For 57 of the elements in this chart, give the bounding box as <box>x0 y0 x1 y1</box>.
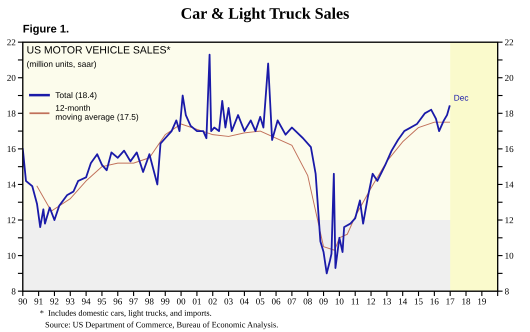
x-tick-label: 13 <box>383 298 392 304</box>
x-tick-label: 17 <box>446 298 454 304</box>
x-tick-label: 00 <box>176 298 186 304</box>
x-tick-label: 19 <box>478 298 486 304</box>
y2-tick-label: 22 <box>505 39 514 46</box>
y-tick-label: 14 <box>8 182 16 188</box>
x-tick-label: 15 <box>414 298 423 304</box>
y2-tick-label: 14 <box>505 182 514 188</box>
y-tick-label: 16 <box>8 146 16 152</box>
x-tick-label: 90 <box>18 298 27 304</box>
x-tick-label: 05 <box>256 298 264 304</box>
y2-tick-label: 16 <box>505 146 514 152</box>
x-tick-label: 99 <box>161 298 170 304</box>
y-tick-label: 12 <box>8 217 16 224</box>
chart-subtitle: US MOTOR VEHICLE SALES* <box>27 46 170 54</box>
text: * Includes domestic cars, light trucks, and imports. <box>40 310 212 318</box>
y-tick-label: 8 <box>12 288 16 294</box>
y2-tick-label: 12 <box>505 217 514 224</box>
legend-label: 12-month moving average (17.5) <box>56 104 138 122</box>
x-tick-label: 18 <box>462 298 470 304</box>
y2-tick-label: 8 <box>504 288 509 294</box>
y-tick-label: 22 <box>7 39 16 46</box>
x-tick-label: 11 <box>352 298 360 304</box>
x-tick-label: 10 <box>336 298 344 304</box>
y-tick-label: 20 <box>7 74 16 81</box>
x-tick-label: 92 <box>50 298 58 304</box>
y2-tick-label: 20 <box>505 74 514 81</box>
annotation: Dec <box>454 94 468 101</box>
x-tick-label: 91 <box>34 298 43 304</box>
x-tick-label: 12 <box>367 298 376 304</box>
x-tick-label: 14 <box>398 298 408 304</box>
caption: Figure 1. <box>24 24 68 35</box>
x-tick-label: 04 <box>240 298 249 304</box>
x-tick-label: 01 <box>192 298 201 304</box>
annotation: (million units, saar) <box>27 60 96 69</box>
x-tick-label: 96 <box>114 298 122 304</box>
x-tick-label: 16 <box>430 298 439 304</box>
x-tick-label: 95 <box>98 298 106 304</box>
x-tick-label: 07 <box>288 298 296 304</box>
y-tick-label: 18 <box>8 110 16 117</box>
chart-title: Car & Light Truck Sales <box>181 8 349 22</box>
x-tick-label: 08 <box>304 298 312 304</box>
x-tick-label: 98 <box>145 298 154 304</box>
x-tick-label: 94 <box>82 298 90 304</box>
y-tick-label: 10 <box>8 252 16 259</box>
y2-tick-label: 10 <box>505 252 514 259</box>
line-series <box>36 122 450 251</box>
x-tick-label: 03 <box>224 298 233 304</box>
x-tick-label: 97 <box>129 298 138 304</box>
x-tick-label: 93 <box>66 298 74 304</box>
legend-label: Total (18.4) <box>55 92 96 100</box>
y2-tick-label: 18 <box>505 110 514 117</box>
x-tick-label: 09 <box>319 298 328 304</box>
source-note: Source: US Department of Commerce, Bureau of Economic Analysis. <box>46 322 278 330</box>
line-series <box>22 54 450 274</box>
x-tick-label: 02 <box>208 298 217 304</box>
x-tick-label: 06 <box>272 298 280 304</box>
